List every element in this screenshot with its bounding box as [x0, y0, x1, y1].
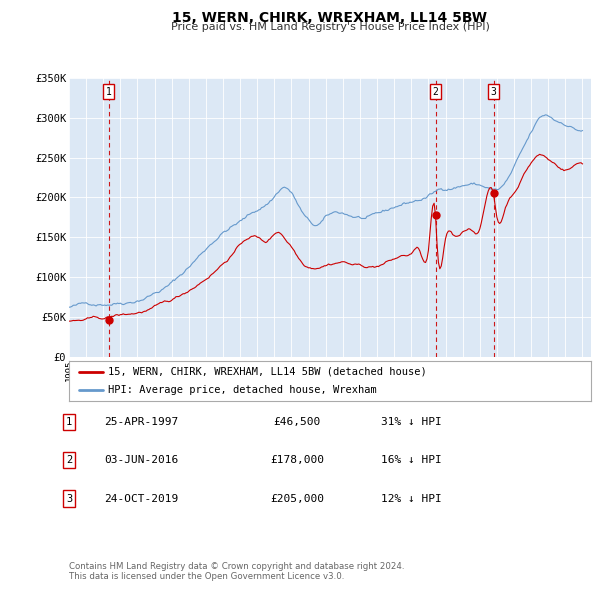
Text: 3: 3 [491, 87, 497, 97]
Text: 24-OCT-2019: 24-OCT-2019 [104, 494, 178, 503]
Text: 15, WERN, CHIRK, WREXHAM, LL14 5BW: 15, WERN, CHIRK, WREXHAM, LL14 5BW [173, 11, 487, 25]
Text: 25-APR-1997: 25-APR-1997 [104, 417, 178, 427]
Text: Contains HM Land Registry data © Crown copyright and database right 2024.
This d: Contains HM Land Registry data © Crown c… [69, 562, 404, 581]
Text: £46,500: £46,500 [274, 417, 320, 427]
Text: 2: 2 [433, 87, 439, 97]
Text: 15, WERN, CHIRK, WREXHAM, LL14 5BW (detached house): 15, WERN, CHIRK, WREXHAM, LL14 5BW (deta… [108, 367, 427, 377]
Text: 03-JUN-2016: 03-JUN-2016 [104, 455, 178, 465]
Text: 31% ↓ HPI: 31% ↓ HPI [380, 417, 442, 427]
Text: 1: 1 [106, 87, 112, 97]
Text: 12% ↓ HPI: 12% ↓ HPI [380, 494, 442, 503]
Text: Price paid vs. HM Land Registry's House Price Index (HPI): Price paid vs. HM Land Registry's House … [170, 22, 490, 32]
Text: 3: 3 [66, 494, 72, 503]
Text: 1: 1 [66, 417, 72, 427]
Text: £205,000: £205,000 [270, 494, 324, 503]
Text: £178,000: £178,000 [270, 455, 324, 465]
Text: 16% ↓ HPI: 16% ↓ HPI [380, 455, 442, 465]
Text: 2: 2 [66, 455, 72, 465]
Text: HPI: Average price, detached house, Wrexham: HPI: Average price, detached house, Wrex… [108, 385, 377, 395]
